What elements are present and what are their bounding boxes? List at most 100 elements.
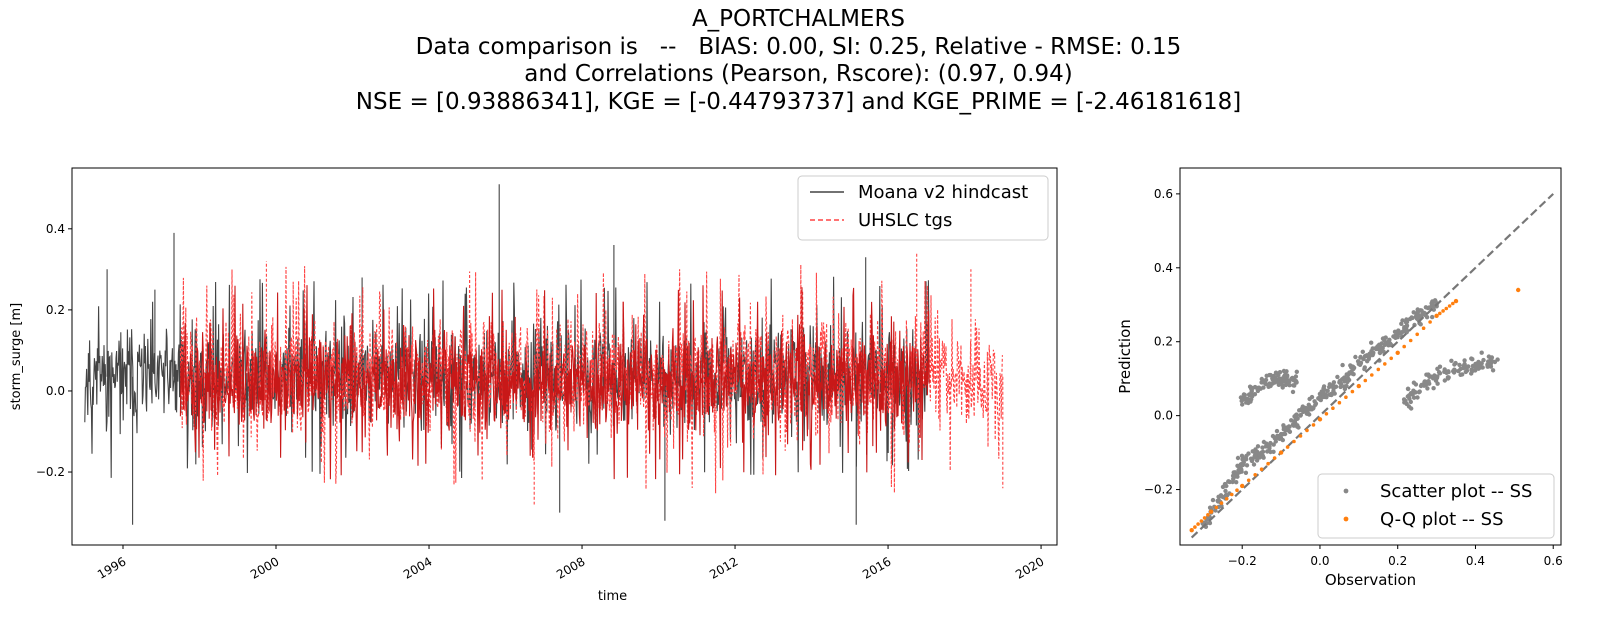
qq-point-interp	[1421, 326, 1426, 331]
scatter-point-cloud	[1355, 359, 1361, 364]
qq-point-interp	[1438, 311, 1442, 316]
scatter-point-cloud	[1461, 365, 1466, 371]
qq-point-interp	[1224, 497, 1229, 501]
scatter-point-cloud	[1409, 406, 1414, 411]
scatter-point-cloud	[1416, 390, 1422, 395]
scatter-point	[1240, 402, 1245, 407]
scatter-point-cloud	[1299, 406, 1305, 412]
scatter-point-cloud	[1234, 480, 1239, 485]
scatter-point-cloud	[1279, 379, 1284, 385]
scatter-point-cloud	[1353, 354, 1358, 360]
qq-point-interp	[1337, 400, 1342, 405]
scatter-point-cloud	[1321, 384, 1327, 389]
qq-point-interp	[1292, 439, 1296, 444]
scatter-point-cloud	[1424, 372, 1429, 377]
scatter-point-cloud	[1263, 444, 1269, 449]
qq-point-interp	[1402, 344, 1406, 349]
qq-point-interp	[1415, 332, 1419, 337]
scatter-point-cloud	[1286, 424, 1292, 429]
qq-point-interp	[1214, 505, 1219, 510]
scatter-point-cloud	[1251, 462, 1257, 467]
scatter-point-cloud	[1260, 449, 1266, 454]
scatter-point-cloud	[1442, 369, 1447, 374]
scatter-point-cloud	[1248, 456, 1254, 461]
scatter-reference-line	[1190, 193, 1554, 539]
qq-point-interp	[1202, 516, 1207, 520]
scatter-point-cloud	[1437, 371, 1443, 376]
scatter-point-cloud	[1233, 474, 1238, 479]
scatter-point-cloud	[1477, 361, 1483, 366]
scatter-point-cloud	[1369, 352, 1374, 357]
scatter-point-cloud	[1449, 358, 1454, 363]
qq-point-interp	[1285, 445, 1290, 449]
scatter-point-cloud	[1294, 369, 1300, 374]
qq-point-interp	[1246, 478, 1251, 483]
qq-point-interp	[1235, 488, 1239, 493]
qq-point-interp	[1444, 306, 1449, 311]
scatter-point-cloud	[1280, 385, 1285, 390]
qq-point-interp	[1447, 304, 1452, 308]
scatter-point-cloud	[1479, 350, 1484, 355]
scatter-point-cloud	[1327, 384, 1332, 390]
scatter-point-cloud	[1223, 488, 1228, 494]
scatter-point-cloud	[1276, 382, 1282, 387]
scatter-point	[1492, 359, 1498, 365]
scatter-point-cloud	[1430, 376, 1436, 381]
scatter-point-cloud	[1424, 315, 1430, 320]
scatter-point-cloud	[1255, 444, 1261, 449]
qq-point	[1240, 483, 1245, 489]
legend-swatch-scatter-plot	[1343, 488, 1349, 494]
scatter-point-cloud	[1392, 329, 1398, 334]
scatter-point-cloud	[1274, 428, 1280, 434]
scatter-point-cloud	[1344, 372, 1349, 377]
scatter-point-cloud	[1224, 483, 1229, 489]
scatter-point-cloud	[1404, 401, 1409, 407]
qq-point-interp	[1193, 525, 1197, 529]
scatter-point-cloud	[1398, 330, 1403, 336]
qq-point	[1453, 298, 1459, 304]
scatter-point-cloud	[1238, 462, 1244, 467]
qq-point-interp	[1206, 513, 1210, 517]
scatter-point	[1298, 413, 1303, 418]
timeseries-plot-frame	[71, 167, 1058, 546]
scatter-point-cloud	[1309, 394, 1315, 400]
legend-label-qq-plot: Q-Q plot -- SS	[1380, 509, 1504, 530]
scatter-point-cloud	[1319, 389, 1324, 394]
scatter-point-cloud	[1254, 385, 1260, 391]
scatter-plot-area: −0.2 0.0 0.2 0.4 0.6 −0.2 0.0 0.2 0.4 0.6 Observat…	[1116, 167, 1563, 589]
scatter-point-cloud	[1292, 419, 1297, 424]
timeseries-x-tick-label: 1996	[95, 554, 128, 581]
scatter-x-tick-label: 0.2	[1388, 554, 1407, 568]
scatter-point-cloud	[1344, 377, 1350, 382]
timeseries-plot-area: −0.2 0.0 0.2 0.4 1996 2000 2004 2008 2012 2016 202…	[9, 167, 1058, 604]
qq-point-interp	[1363, 378, 1368, 383]
scatter-point-cloud	[1435, 381, 1440, 386]
scatter-point-cloud	[1369, 340, 1374, 345]
qq-point	[1434, 313, 1439, 318]
timeseries-x-tick-label: 2004	[401, 554, 434, 581]
scatter-point-cloud	[1246, 451, 1251, 456]
scatter-point-cloud	[1425, 386, 1430, 391]
scatter-point-cloud	[1435, 374, 1440, 379]
scatter-point-cloud	[1408, 399, 1414, 405]
scatter-point-cloud	[1423, 382, 1429, 387]
scatter-point-cloud	[1335, 374, 1340, 380]
scatter-point-cloud	[1432, 298, 1438, 303]
qq-point-interp	[1253, 473, 1257, 477]
scatter-point-cloud	[1307, 412, 1312, 417]
scatter-point-cloud	[1289, 376, 1295, 381]
scatter-point-cloud	[1361, 356, 1366, 362]
scatter-point-cloud	[1216, 494, 1221, 499]
scatter-point-cloud	[1462, 358, 1467, 363]
scatter-point-cloud	[1413, 382, 1419, 387]
scatter-point-cloud	[1250, 394, 1255, 399]
qq-point-interp	[1408, 338, 1413, 343]
scatter-point-cloud	[1407, 316, 1413, 322]
scatter-point-cloud	[1458, 372, 1463, 377]
qq-point-interp	[1230, 492, 1234, 497]
scatter-point-cloud	[1415, 307, 1420, 312]
scatter-point-cloud	[1431, 386, 1436, 391]
qq-point-interp	[1389, 356, 1393, 361]
scatter-point-cloud	[1286, 428, 1292, 433]
scatter-point-cloud	[1226, 479, 1231, 484]
